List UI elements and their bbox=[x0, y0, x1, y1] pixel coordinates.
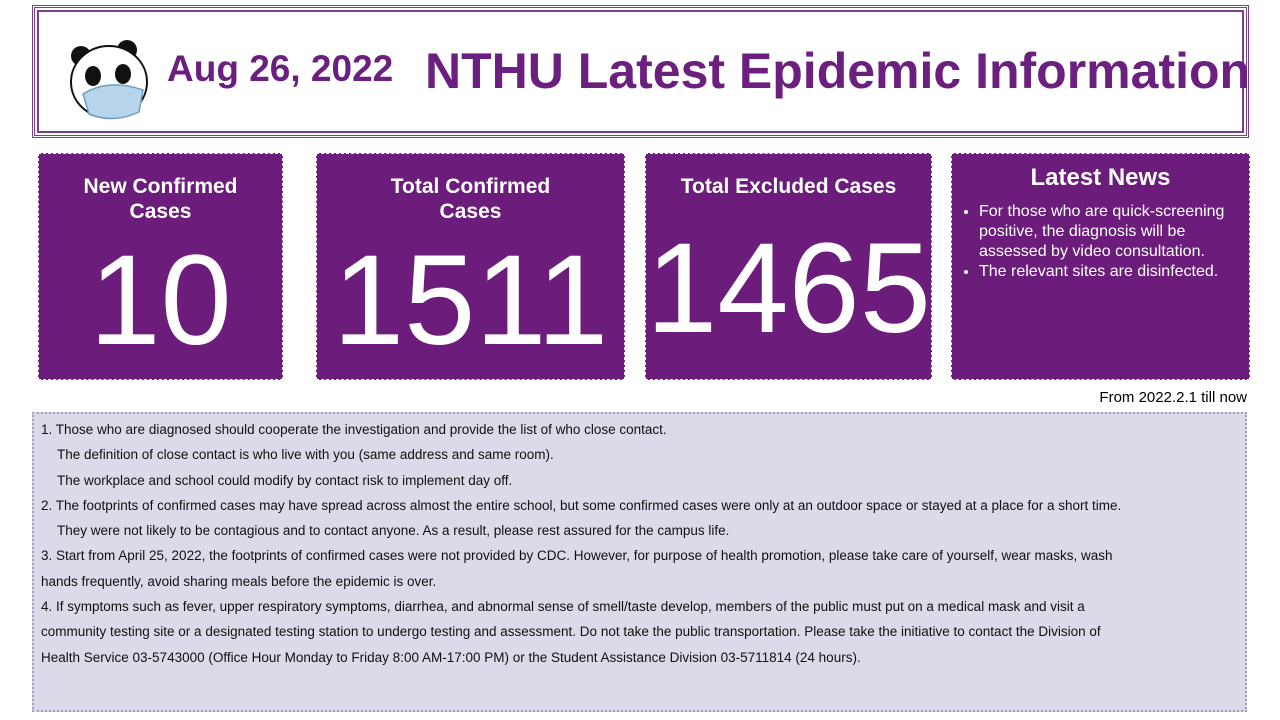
news-card: Latest News For those who are quick-scre… bbox=[951, 153, 1250, 380]
notice-line: 1. Those who are diagnosed should cooper… bbox=[41, 422, 667, 437]
title: NTHU Latest Epidemic Information bbox=[425, 43, 1251, 99]
news-list: For those who are quick-screening positi… bbox=[952, 202, 1249, 282]
card-label: New Confirmed Cases bbox=[83, 175, 238, 223]
panda-icon bbox=[70, 40, 148, 120]
stat-card: Total Confirmed Cases 1511 bbox=[316, 153, 625, 380]
notice-line: 3. Start from April 25, 2022, the footpr… bbox=[41, 548, 1113, 564]
notice-line: The definition of close contact is who l… bbox=[57, 447, 554, 463]
notice-line: 2. The footprints of confirmed cases may… bbox=[41, 497, 1122, 513]
notice-line: hands frequently, avoid sharing meals be… bbox=[41, 573, 437, 589]
date: Aug 26, 2022 bbox=[167, 48, 394, 89]
header: Aug 26, 2022 NTHU Latest Epidemic Inform… bbox=[32, 5, 1251, 138]
card-label: Total Confirmed Cases bbox=[390, 175, 551, 223]
notice-line: 4. If symptoms such as fever, upper resp… bbox=[41, 599, 1085, 615]
notice-line: They were not likely to be contagious an… bbox=[57, 523, 730, 539]
stat-card: Total Excluded Cases 1465 bbox=[645, 153, 932, 380]
news-title: Latest News bbox=[1030, 164, 1171, 191]
card-value: 10 bbox=[89, 229, 232, 372]
notice-line: community testing site or a designated t… bbox=[41, 624, 1101, 640]
notice-line: Health Service 03-5743000 (Office Hour M… bbox=[41, 649, 861, 665]
news-item: For those who are quick-screening positi… bbox=[979, 202, 1249, 262]
period: From 2022.2.1 till now bbox=[1099, 389, 1247, 406]
card-value: 1465 bbox=[646, 217, 931, 360]
card-label: Total Excluded Cases bbox=[680, 175, 897, 198]
stat-card: New Confirmed Cases 10 bbox=[38, 153, 283, 380]
card-value: 1511 bbox=[332, 229, 609, 372]
notice-line: The workplace and school could modify by… bbox=[57, 472, 513, 488]
notice-box: 1. Those who are diagnosed should cooper… bbox=[32, 412, 1247, 712]
news-item: The relevant sites are disinfected. bbox=[979, 262, 1249, 282]
